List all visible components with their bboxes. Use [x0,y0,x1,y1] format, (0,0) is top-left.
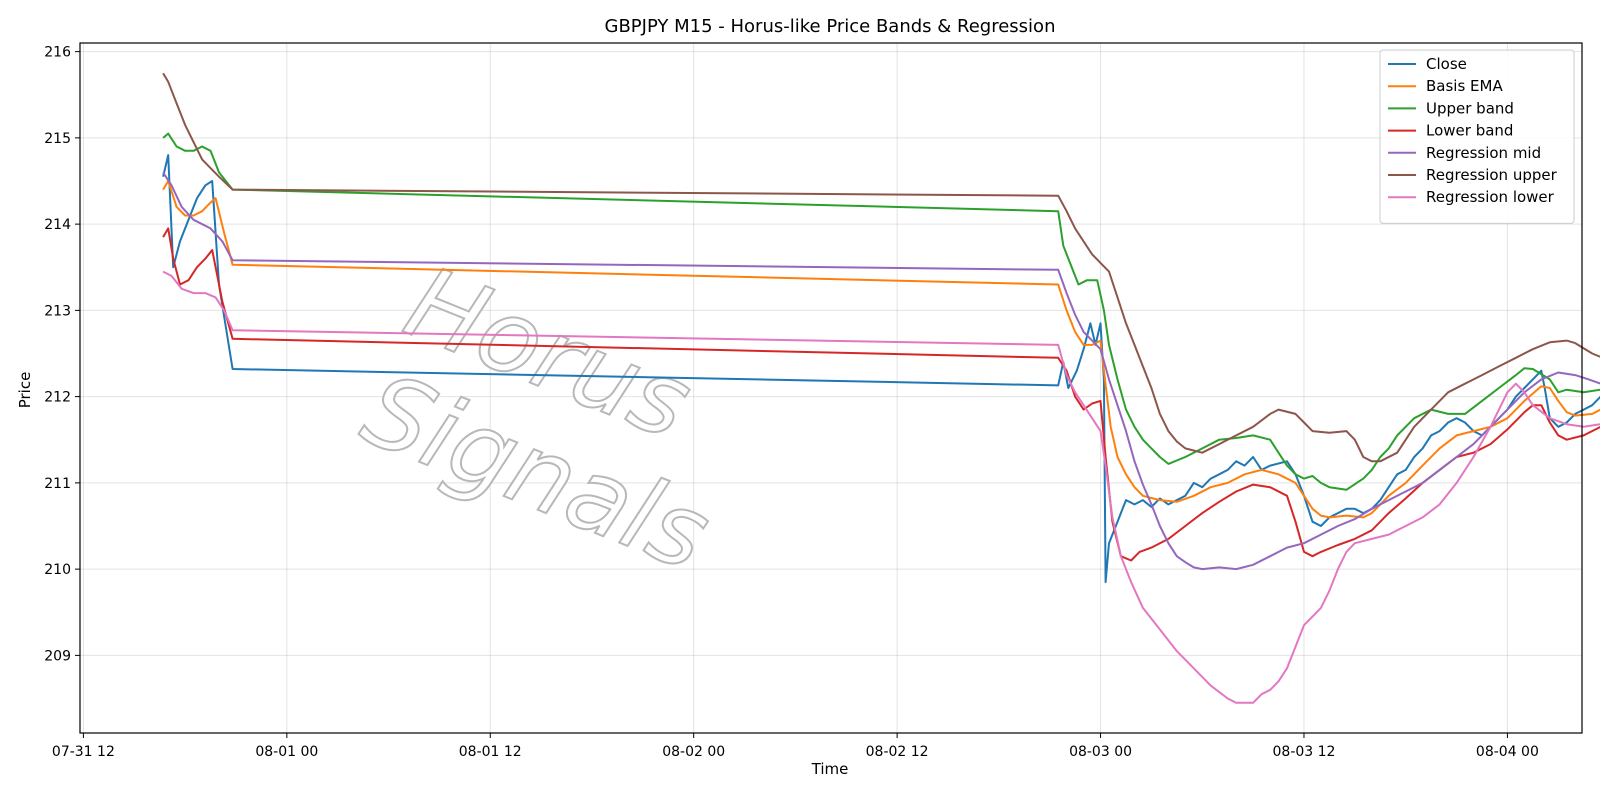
x-tick-label: 08-03 00 [1069,744,1132,760]
plot-area-frame [79,42,1583,734]
series-line-lower-band [162,227,1600,562]
y-tick-label: 216 [44,45,71,61]
grid [80,43,1582,733]
y-tick-label: 209 [44,648,71,664]
y-axis-ticks: 209 210 211 212 213 214 215 216 [44,45,80,664]
legend-entry: Close [1426,55,1467,73]
series-line-regression-upper [162,72,1600,463]
x-tick-label: 08-01 12 [459,744,522,760]
legend-entry: Regression lower [1426,188,1555,206]
legend-entry: Regression mid [1426,144,1541,162]
y-tick-label: 214 [44,217,71,233]
watermark-text: HorusSignals [348,244,768,594]
series-line-regression-lower [162,270,1600,704]
legend-entry: Lower band [1426,122,1513,140]
chart-title: GBPJPY M15 - Horus-like Price Bands & Re… [605,16,1056,37]
watermark: HorusSignals [347,243,768,595]
series-line-upper-band [162,132,1600,491]
y-tick-label: 215 [44,131,71,147]
x-tick-label: 08-03 12 [1273,744,1336,760]
x-tick-label: 08-04 00 [1476,744,1539,760]
y-tick-label: 213 [44,303,71,319]
y-axis-label: Price [16,372,34,409]
legend-entry: Basis EMA [1426,77,1503,95]
y-tick-label: 210 [44,562,71,578]
series-lines [162,72,1600,704]
x-tick-label: 07-31 12 [52,744,115,760]
legend-entry: Regression upper [1426,166,1558,184]
y-tick-label: 212 [44,390,71,406]
x-tick-label: 08-02 00 [662,744,725,760]
x-axis-label: Time [811,760,849,778]
x-tick-label: 08-02 12 [866,744,929,760]
legend: Close Basis EMA Upper band Lower band Regres… [1379,49,1575,224]
legend-box [1379,49,1575,224]
series-line-basis-ema [162,180,1600,519]
x-axis-ticks: 07-31 12 08-01 00 08-01 12 08-02 00 08-02 12… [52,733,1539,760]
y-tick-label: 211 [44,476,71,492]
x-tick-label: 08-01 00 [255,744,318,760]
series-line-regression-mid [162,171,1600,571]
legend-entry: Upper band [1426,99,1514,117]
